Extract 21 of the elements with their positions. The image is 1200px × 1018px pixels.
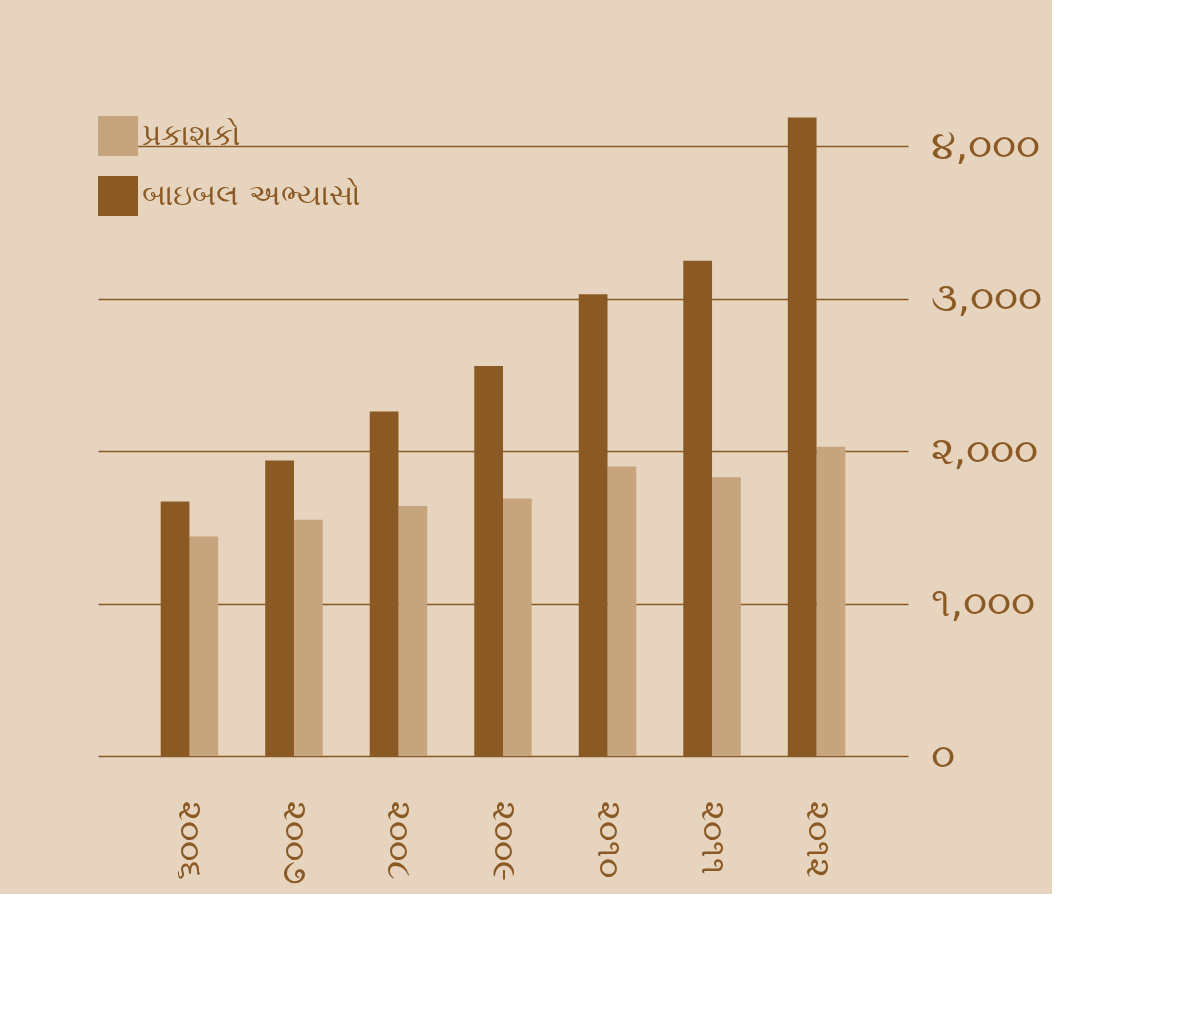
x-tick-label: ૨૦૦૭ <box>275 800 316 885</box>
y-tick-label: ૨,૦૦૦ <box>930 426 1039 473</box>
bar <box>398 506 428 756</box>
x-tick-label: ૨૦૦૬ <box>171 800 212 880</box>
y-tick-label: ૪,૦૦૦ <box>930 121 1041 168</box>
bar <box>189 536 219 756</box>
y-tick-label: ૩,૦૦૦ <box>930 274 1043 321</box>
x-tick-label: ૨૦૧૧ <box>694 800 735 875</box>
bar <box>712 477 741 756</box>
y-tick-label: ૧,૦૦૦ <box>930 579 1036 626</box>
bar <box>816 446 846 756</box>
x-tick-label: ૨૦૦૮ <box>380 800 421 880</box>
legend-label: પ્રકાશકો <box>142 117 241 152</box>
legend-label: બાઇબલ અભ્યાસો <box>142 177 361 212</box>
y-tick-label: ૦ <box>930 731 955 778</box>
bar <box>503 498 532 756</box>
x-tick-label: ૨૦૧૦ <box>589 800 630 878</box>
bar <box>607 466 637 756</box>
x-tick-label: ૨૦૧૨ <box>798 800 839 878</box>
bar <box>293 519 323 756</box>
x-tick-label: ૨૦૦૯ <box>485 800 525 881</box>
